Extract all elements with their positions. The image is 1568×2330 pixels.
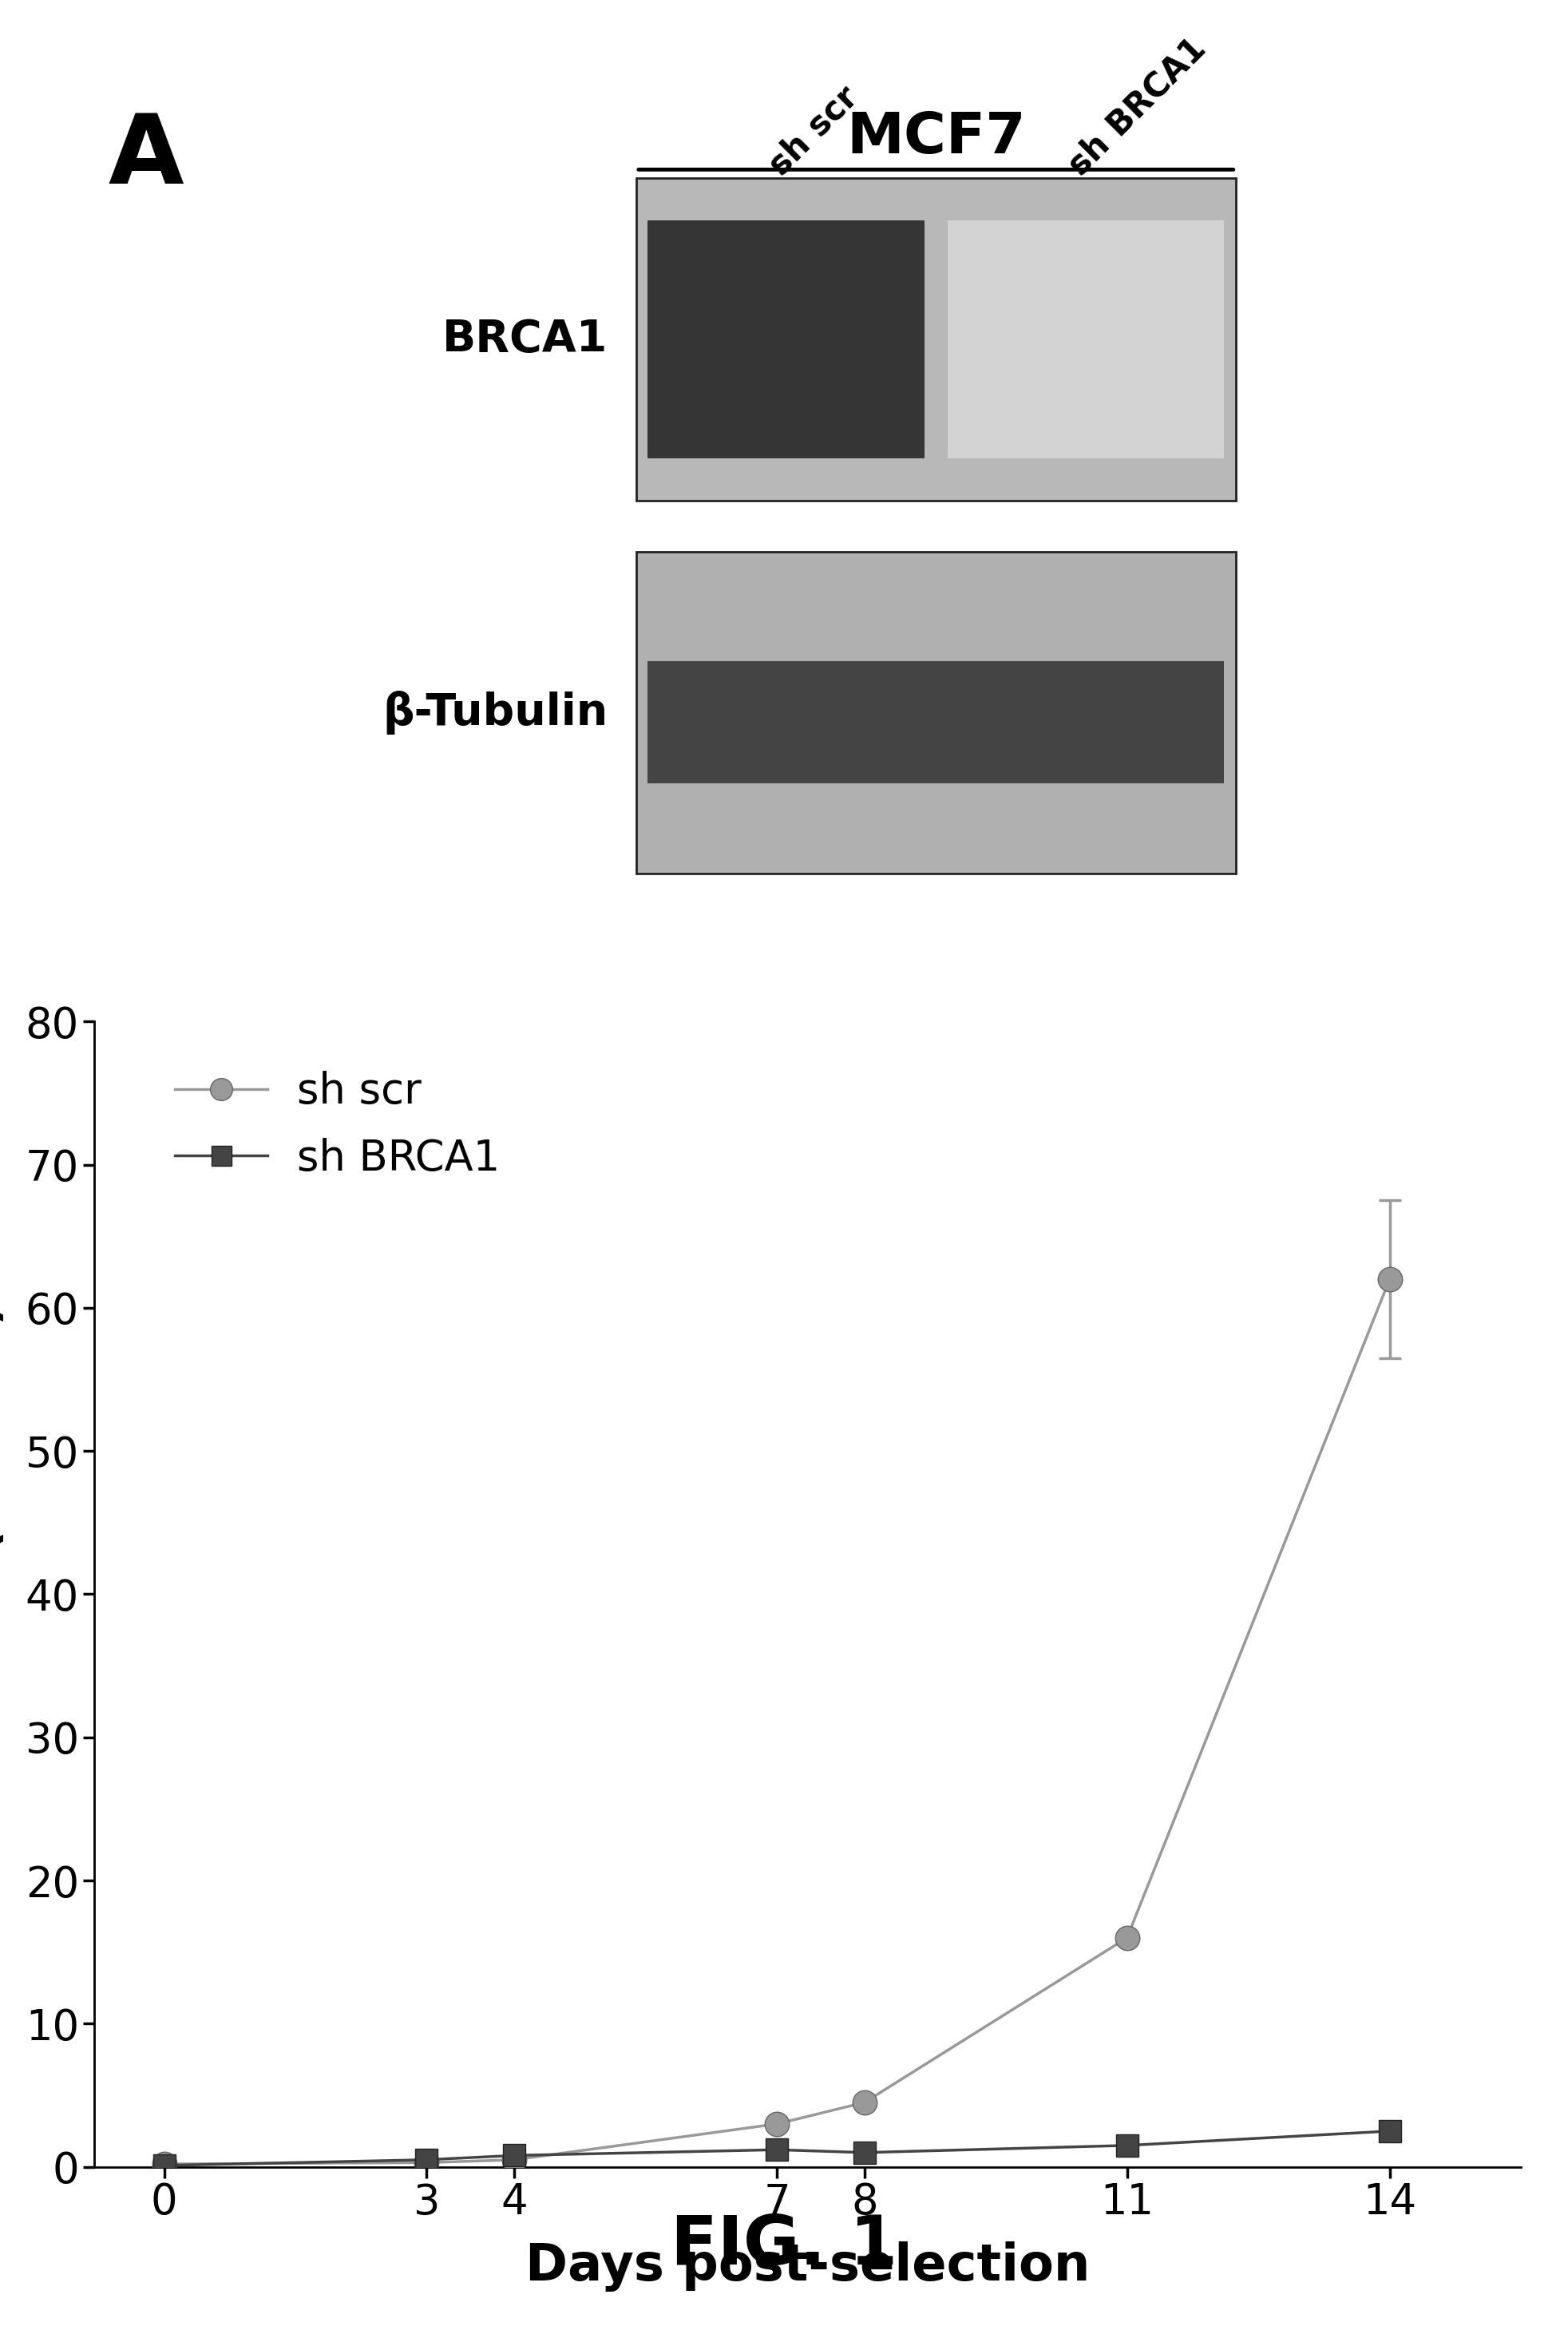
Bar — [637, 552, 1236, 874]
Text: MCF7: MCF7 — [847, 110, 1025, 165]
Text: FIG. 1: FIG. 1 — [671, 2214, 897, 2279]
Text: sh BRCA1: sh BRCA1 — [1062, 33, 1212, 182]
Text: sh scr: sh scr — [762, 79, 864, 182]
Bar — [648, 662, 1225, 783]
Bar — [648, 221, 925, 459]
Text: A: A — [108, 110, 183, 203]
X-axis label: Days post-selection: Days post-selection — [525, 2241, 1090, 2290]
Y-axis label: Cell number (millions): Cell number (millions) — [0, 1302, 8, 1885]
Text: B: B — [0, 883, 5, 976]
Bar — [947, 221, 1225, 459]
Bar — [637, 177, 1236, 501]
Text: BRCA1: BRCA1 — [442, 317, 608, 361]
Text: β-Tubulin: β-Tubulin — [383, 690, 608, 734]
Legend: sh scr, sh BRCA1: sh scr, sh BRCA1 — [158, 1053, 517, 1195]
